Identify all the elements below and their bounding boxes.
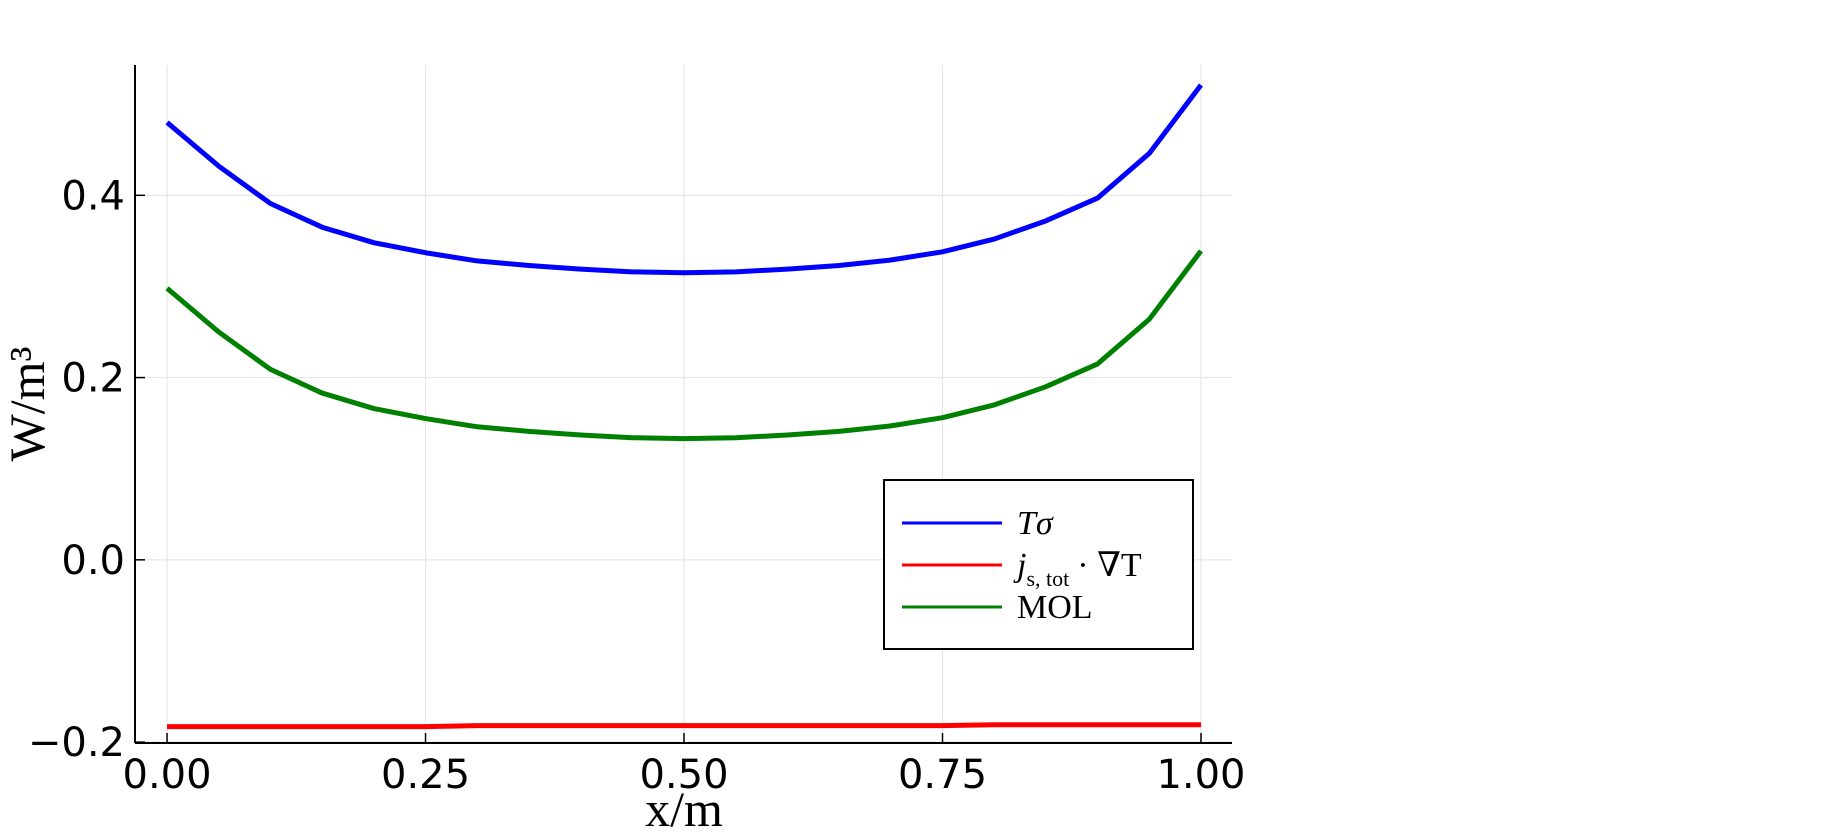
y-tick-label: 0.0 bbox=[61, 538, 125, 584]
legend-name: j bbox=[1013, 547, 1026, 584]
x-tick-label: 0.50 bbox=[639, 752, 728, 798]
x-tick-label: 0.25 bbox=[381, 752, 470, 798]
y-tick-label: 0.2 bbox=[61, 356, 125, 402]
legend-label: MOL bbox=[1017, 589, 1093, 626]
legend-name: Tσ bbox=[1017, 505, 1054, 542]
line bbox=[167, 722, 1201, 730]
legend: Tσ js, tot · ∇T MOL bbox=[883, 479, 1194, 650]
x-tick-label: 1.00 bbox=[1156, 752, 1245, 798]
legend-name: MOL bbox=[1017, 589, 1093, 626]
y-tick-label: −0.2 bbox=[28, 720, 125, 766]
legend-label: Tσ bbox=[1017, 505, 1054, 542]
y-tick-label: 0.4 bbox=[61, 173, 125, 219]
legend-label: js, tot · ∇T bbox=[1013, 547, 1142, 591]
line bbox=[165, 83, 1203, 276]
x-tick-label: 0.00 bbox=[123, 752, 212, 798]
legend-suffix: · ∇T bbox=[1077, 547, 1142, 584]
line bbox=[165, 249, 1203, 442]
y-axis-label: W/m³ bbox=[0, 347, 55, 462]
legend-subscript: s, tot bbox=[1026, 566, 1069, 591]
x-axis-label: x/m bbox=[645, 781, 723, 837]
x-tick-label: 0.75 bbox=[898, 752, 987, 798]
